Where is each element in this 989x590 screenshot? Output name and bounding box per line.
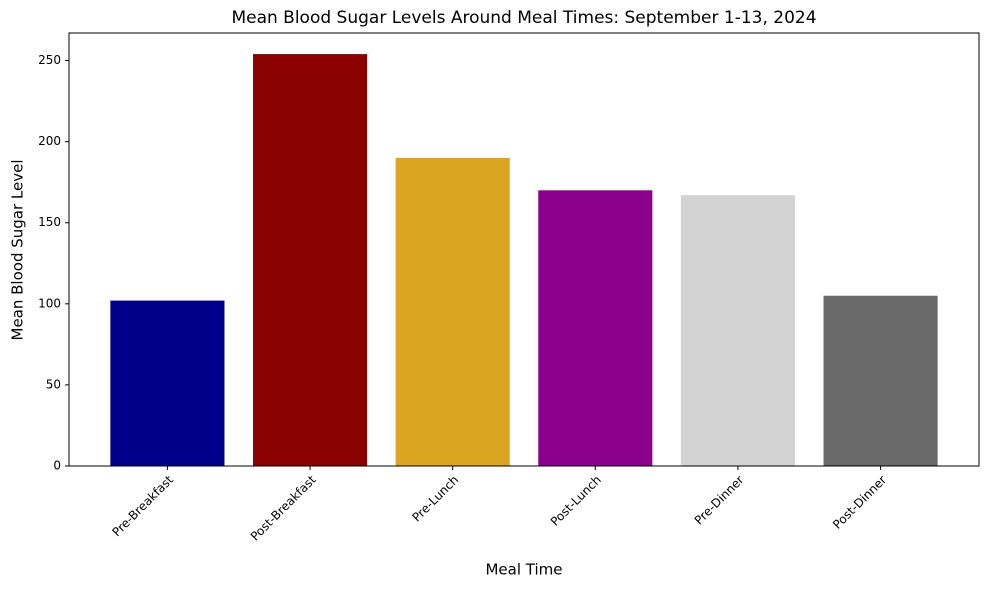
- y-tick-label: 100: [38, 296, 61, 310]
- bar: [252, 54, 368, 466]
- y-tick-label: 200: [38, 134, 61, 148]
- bar: [395, 157, 510, 466]
- bar: [823, 295, 938, 466]
- x-tick-label: Pre-Breakfast: [109, 472, 176, 539]
- y-tick-label: 250: [38, 53, 61, 67]
- y-tick-label: 150: [38, 215, 61, 229]
- x-tick-label: Pre-Dinner: [692, 473, 747, 528]
- x-tick-label: Post-Lunch: [548, 473, 604, 529]
- x-tick-label: Post-Dinner: [830, 473, 889, 532]
- y-axis-label: Mean Blood Sugar Level: [9, 159, 27, 340]
- bar: [110, 300, 225, 466]
- x-tick-label: Pre-Lunch: [409, 473, 461, 525]
- chart-title: Mean Blood Sugar Levels Around Meal Time…: [231, 8, 816, 28]
- y-tick-label: 0: [53, 459, 61, 473]
- x-axis-label: Meal Time: [485, 561, 562, 579]
- bar: [680, 195, 796, 466]
- x-tick-label: Post-Breakfast: [248, 472, 319, 543]
- plot-frame: [68, 32, 980, 467]
- bar: [538, 190, 653, 466]
- y-tick-label: 50: [46, 377, 61, 391]
